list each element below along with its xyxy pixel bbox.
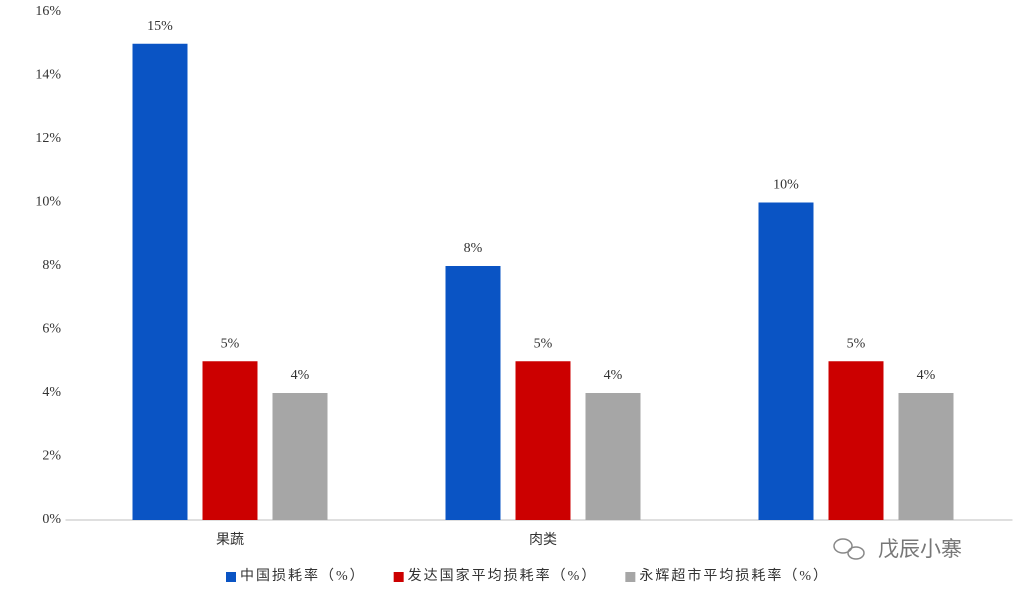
y-tick-label: 2% <box>42 449 61 464</box>
y-tick-label: 4% <box>42 385 61 400</box>
watermark: 戊辰小寨 <box>878 537 962 561</box>
y-tick-label: 12% <box>35 131 61 146</box>
bar <box>898 393 954 520</box>
bar <box>585 393 641 520</box>
y-tick-label: 14% <box>35 68 61 83</box>
value-label: 4% <box>917 368 936 383</box>
legend-label: 永辉超市平均损耗率（%） <box>639 567 829 584</box>
legend-label: 中国损耗率（%） <box>240 567 366 584</box>
legend-swatch <box>226 572 236 582</box>
value-label: 10% <box>773 178 799 193</box>
value-label: 5% <box>534 336 553 351</box>
value-label: 4% <box>604 368 623 383</box>
bar <box>132 43 188 520</box>
value-label: 4% <box>291 368 310 383</box>
value-label: 5% <box>847 336 866 351</box>
bar <box>828 361 884 520</box>
bar <box>272 393 328 520</box>
x-tick-label: 肉类 <box>529 532 557 548</box>
legend-label: 发达国家平均损耗率（%） <box>408 567 598 584</box>
x-tick-label: 果蔬 <box>216 532 244 548</box>
bar <box>445 266 501 520</box>
bar <box>758 202 814 520</box>
y-tick-label: 16% <box>35 4 61 19</box>
bar <box>515 361 571 520</box>
value-label: 8% <box>464 241 483 256</box>
y-tick-label: 8% <box>42 258 61 273</box>
legend-swatch <box>625 572 636 582</box>
watermark-icon <box>833 538 865 560</box>
y-tick-label: 0% <box>42 512 61 527</box>
y-tick-label: 10% <box>35 195 61 210</box>
legend-swatch <box>393 572 404 582</box>
value-label: 5% <box>221 336 240 351</box>
y-tick-label: 6% <box>42 322 61 337</box>
bar <box>202 361 258 520</box>
value-label: 15% <box>147 19 173 34</box>
